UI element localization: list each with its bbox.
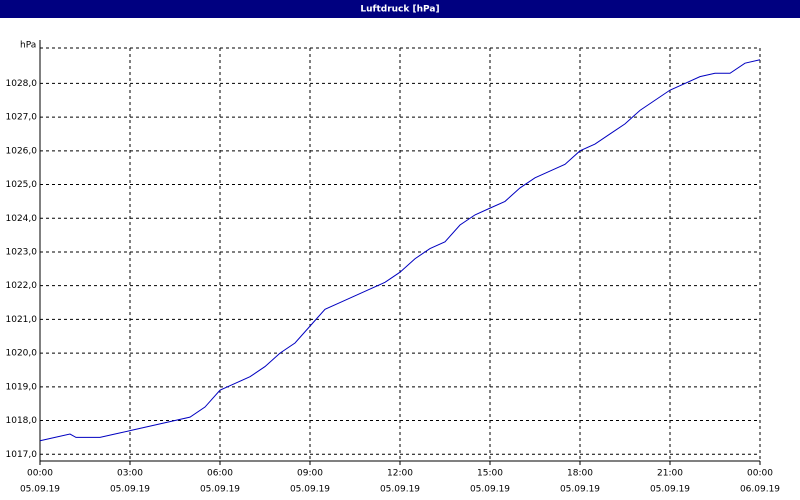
title-bar — [0, 0, 800, 18]
x-tick-label: 09:00 — [297, 469, 323, 479]
x-tick-date: 05.09.19 — [560, 485, 600, 495]
x-tick-date: 06.09.19 — [740, 485, 780, 495]
x-tick-date: 05.09.19 — [380, 485, 420, 495]
data-line — [39, 59, 761, 442]
x-tick-label: 03:00 — [117, 469, 143, 479]
x-tick-date: 05.09.19 — [290, 485, 330, 495]
y-tick-label: 1020,0 — [6, 349, 38, 359]
y-tick-label: 1017,0 — [6, 450, 38, 460]
y-tick-label: 1024,0 — [6, 214, 38, 224]
y-tick-label: 1018,0 — [6, 416, 38, 426]
y-axis-label: hPa — [20, 41, 36, 51]
x-tick-label: 12:00 — [387, 469, 413, 479]
x-tick-label: 00:00 — [747, 469, 773, 479]
x-tick-date: 05.09.19 — [650, 485, 690, 495]
y-tick-label: 1021,0 — [6, 315, 38, 325]
y-tick-label: 1026,0 — [6, 146, 38, 156]
y-tick-label: 1019,0 — [6, 382, 38, 392]
x-tick-date: 05.09.19 — [470, 485, 510, 495]
x-tick-date: 05.09.19 — [110, 485, 150, 495]
chart-title: Luftdruck [hPa] — [360, 5, 439, 15]
y-tick-label: 1022,0 — [6, 281, 38, 291]
y-tick-label: 1025,0 — [6, 180, 38, 190]
y-tick-label: 1028,0 — [6, 79, 38, 89]
y-tick-label: 1023,0 — [6, 247, 38, 257]
y-tick-label: 1027,0 — [6, 113, 38, 123]
x-tick-label: 21:00 — [657, 469, 683, 479]
x-tick-date: 05.09.19 — [200, 485, 240, 495]
x-tick-label: 00:00 — [27, 469, 53, 479]
x-tick-label: 15:00 — [477, 469, 503, 479]
x-tick-label: 06:00 — [207, 469, 233, 479]
x-tick-label: 18:00 — [567, 469, 593, 479]
x-tick-date: 05.09.19 — [20, 485, 60, 495]
